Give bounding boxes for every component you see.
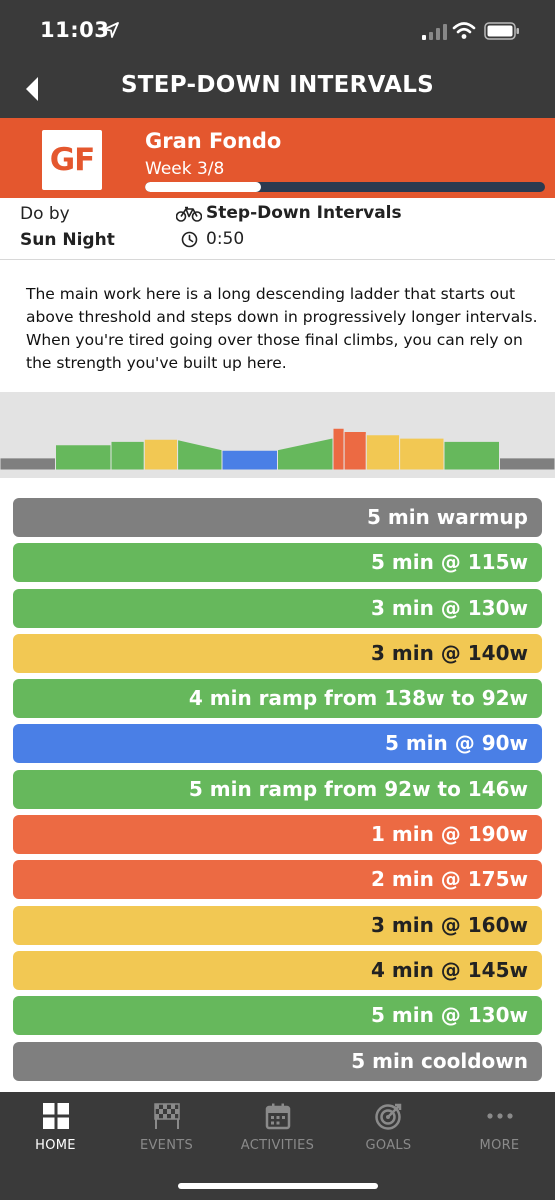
- profile-segment: [332, 427, 345, 471]
- tab-label-more: MORE: [479, 1138, 520, 1153]
- workout-profile-graph: [0, 392, 555, 478]
- profile-segment: [399, 437, 445, 471]
- profile-segment: [0, 457, 56, 471]
- plan-week: Week 3/8: [145, 159, 225, 179]
- top-bar: 11:03 STEP-DOWN INTERVALS: [0, 0, 555, 118]
- wifi-icon: [452, 22, 476, 39]
- location-arrow-icon: [103, 22, 119, 38]
- tab-label-activities: ACTIVITIES: [240, 1138, 315, 1153]
- clock-icon: [181, 231, 198, 248]
- do-by-value: Sun Night: [20, 230, 115, 250]
- profile-segment: [277, 437, 334, 471]
- tab-label-events: EVENTS: [139, 1138, 194, 1153]
- workout-step[interactable]: 4 min ramp from 138w to 92w: [13, 679, 542, 719]
- workout-step[interactable]: 1 min @ 190w: [13, 815, 542, 855]
- profile-segment: [177, 439, 223, 471]
- workout-steps-list: 5 min warmup 5 min @ 115w 3 min @ 130w 3 mi…: [13, 498, 542, 1087]
- plan-name: Gran Fondo: [145, 129, 282, 153]
- workout-info-row: Do by Sun Night Step-Down Intervals 0:50: [0, 198, 555, 260]
- profile-segment: [110, 440, 145, 471]
- workout-description: The main work here is a long descending …: [26, 285, 538, 372]
- cellular-signal-icon: [422, 24, 447, 40]
- plan-progress-bar: [145, 182, 545, 192]
- workout-step[interactable]: 3 min @ 140w: [13, 633, 542, 673]
- workout-step[interactable]: 3 min @ 160w: [13, 905, 542, 945]
- grid-icon: [42, 1103, 69, 1129]
- status-time: 11:03: [40, 18, 110, 42]
- bike-icon: [176, 206, 202, 222]
- tab-label-home: HOME: [35, 1138, 76, 1153]
- workout-step[interactable]: 5 min ramp from 92w to 146w: [13, 769, 542, 809]
- tab-more[interactable]: MORE: [444, 1102, 555, 1162]
- home-indicator: [178, 1183, 378, 1189]
- plan-banner[interactable]: GF Gran Fondo Week 3/8: [0, 118, 555, 198]
- tab-activities[interactable]: ACTIVITIES: [222, 1102, 333, 1162]
- profile-segment: [499, 457, 555, 471]
- profile-segment: [143, 438, 179, 471]
- calendar-icon: [265, 1103, 290, 1130]
- tab-home[interactable]: HOME: [0, 1102, 111, 1162]
- more-dots-icon: [486, 1113, 513, 1119]
- profile-segment: [55, 444, 112, 471]
- page-title: STEP-DOWN INTERVALS: [120, 72, 435, 98]
- plan-logo: GF: [42, 130, 102, 190]
- workout-step[interactable]: 5 min @ 90w: [13, 724, 542, 764]
- checkered-flag-icon: [153, 1103, 180, 1129]
- profile-segment: [365, 434, 401, 471]
- workout-step[interactable]: 3 min @ 130w: [13, 588, 542, 628]
- workout-profile-chart: [0, 427, 555, 471]
- workout-step[interactable]: 4 min @ 145w: [13, 950, 542, 990]
- tab-events[interactable]: EVENTS: [111, 1102, 222, 1162]
- workout-step[interactable]: 5 min cooldown: [13, 1041, 542, 1081]
- workout-type: Step-Down Intervals: [206, 203, 402, 223]
- workout-step[interactable]: 2 min @ 175w: [13, 860, 542, 900]
- tab-goals[interactable]: GOALS: [333, 1102, 444, 1162]
- bottom-tab-bar: HOME EVENTS ACTIVITIES GOALS: [0, 1092, 555, 1200]
- battery-icon: [484, 22, 519, 40]
- tab-label-goals: GOALS: [365, 1138, 412, 1153]
- workout-step[interactable]: 5 min @ 130w: [13, 996, 542, 1036]
- workout-duration: 0:50: [206, 229, 245, 249]
- do-by-label: Do by: [20, 204, 70, 224]
- profile-segment: [221, 449, 278, 471]
- workout-step[interactable]: 5 min @ 115w: [13, 543, 542, 583]
- target-icon: [374, 1103, 401, 1130]
- profile-segment: [343, 431, 367, 471]
- plan-progress-fill: [145, 182, 261, 192]
- profile-segment: [443, 440, 500, 471]
- back-arrow-icon[interactable]: [18, 72, 48, 106]
- workout-step[interactable]: 5 min warmup: [13, 498, 542, 537]
